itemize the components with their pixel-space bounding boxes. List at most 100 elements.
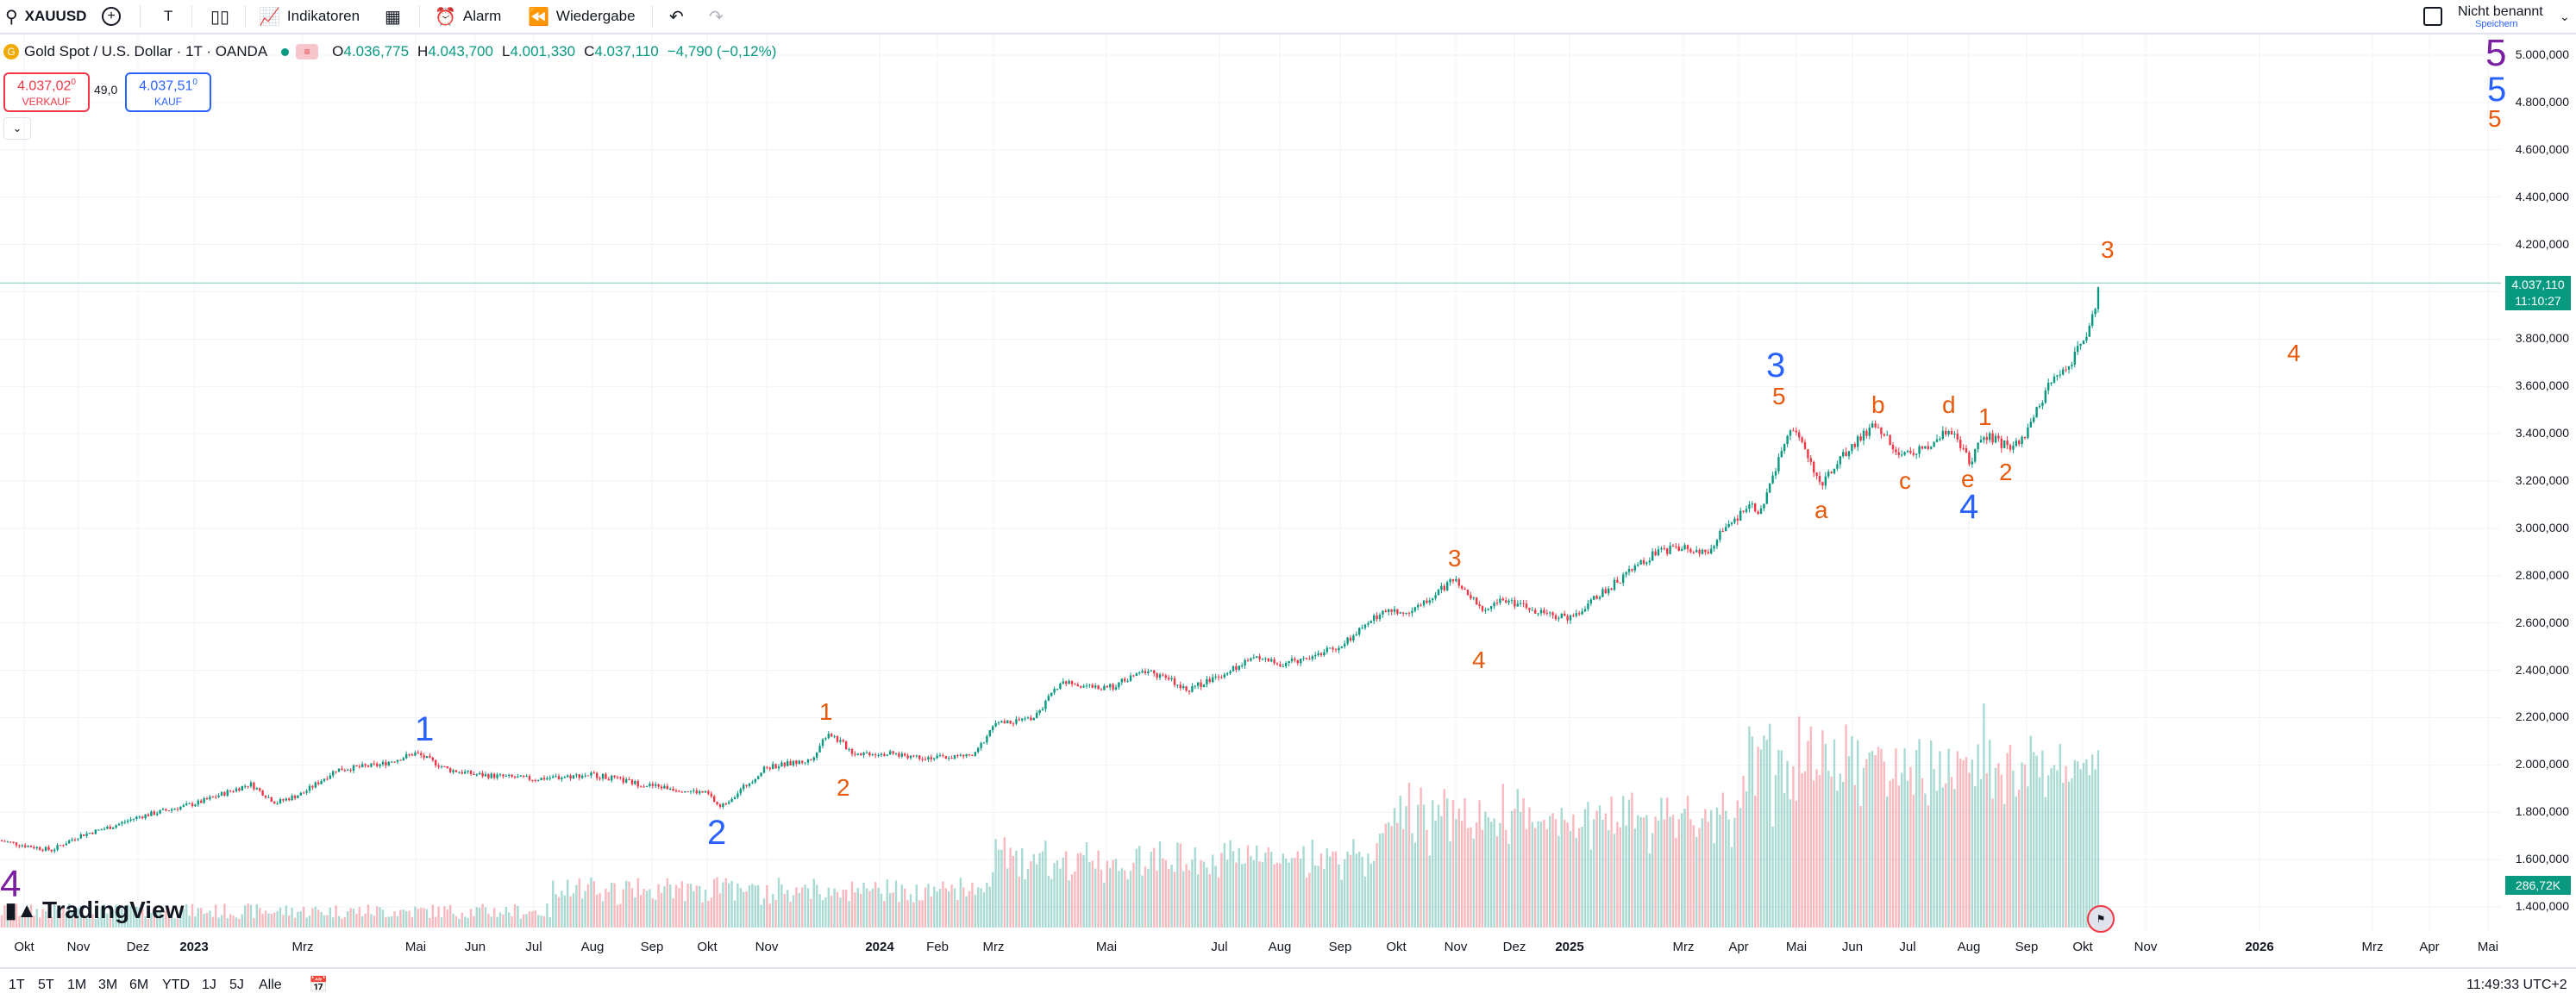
range-button-1m[interactable]: 1M (67, 978, 87, 992)
candle-body (636, 781, 639, 787)
wave-label-intermediate-4[interactable]: 4 (1959, 488, 1979, 526)
candle-body (751, 782, 754, 784)
wave-label-minor-d[interactable]: d (1942, 391, 1956, 418)
candle-body (1009, 720, 1012, 724)
buy-button[interactable]: 4.037,510 KAUF (125, 72, 211, 112)
range-button-1j[interactable]: 1J (202, 978, 216, 992)
save-label: Speichern (2475, 18, 2518, 29)
volume-bar (1883, 761, 1885, 928)
wave-label-minor-c[interactable]: c (1899, 467, 1911, 494)
range-button-3m[interactable]: 3M (98, 978, 118, 992)
chart-type-button[interactable]: ▯▯ (210, 0, 236, 33)
series-title[interactable]: Gold Spot / U.S. Dollar · 1T · OANDA (24, 43, 268, 59)
candle-body (1956, 434, 1959, 440)
candle-body (1818, 475, 1821, 483)
layout-menu-chevron[interactable]: ⌄ (2560, 0, 2570, 33)
candle-body (1112, 684, 1114, 690)
indicators-button[interactable]: 📈 Indikatoren (259, 0, 360, 33)
wave-label-minor-b[interactable]: b (1871, 391, 1885, 418)
volume-bar (754, 884, 756, 928)
wave-label-minor-4[interactable]: 4 (1472, 647, 1486, 673)
candle-body (167, 810, 170, 812)
range-button-alle[interactable]: Alle (259, 978, 282, 992)
wave-label-intermediate-1[interactable]: 1 (415, 710, 435, 748)
candle-body (1945, 430, 1947, 434)
change-value: −4,790 (−0,12%) (667, 43, 777, 59)
goto-date-button[interactable]: 📅 (309, 976, 328, 994)
volume-bar (1044, 840, 1047, 928)
candle-body (1437, 590, 1440, 596)
wave-label-primary-4[interactable]: 4 (0, 863, 22, 905)
wave-label-minor-2[interactable]: 2 (837, 774, 850, 801)
volume-bar (39, 917, 41, 928)
wave-label-intermediate-2[interactable]: 2 (707, 814, 727, 852)
wave-label-minor-5a[interactable]: 5 (1772, 383, 1786, 409)
wave-label-minor-3b[interactable]: 3 (2101, 236, 2115, 263)
range-button-5t[interactable]: 5T (38, 978, 54, 992)
volume-bar (1994, 767, 1997, 928)
legend-collapse-button[interactable]: ⌄ (3, 117, 31, 140)
flag-event-icon[interactable]: ⚑ (2087, 905, 2115, 933)
chart-flag-icon[interactable]: ≡ (296, 44, 319, 59)
wave-label-minor-4b[interactable]: 4 (2287, 340, 2301, 366)
redo-button[interactable]: ↷ (709, 0, 730, 33)
symbol-search[interactable]: ⚲ XAUUSD (5, 0, 86, 33)
volume-bar (1407, 783, 1411, 928)
compare-button[interactable]: + (102, 0, 128, 33)
undo-button[interactable]: ↶ (669, 0, 691, 33)
range-button-1t[interactable]: 1T (9, 978, 25, 992)
candle-body (534, 780, 536, 782)
sell-button[interactable]: 4.037,020 VERKAUF (3, 72, 90, 112)
time-axis[interactable]: Okt Nov Dez 2023 Mrz Mai Jun Jul Aug Sep Okt Nov 202… (0, 931, 2576, 965)
price-axis[interactable]: 5.000,000 4.800,000 4.600,000 4.400,000 4.20… (2505, 34, 2576, 931)
candle-body (1449, 578, 1451, 583)
volume-bar (1085, 842, 1088, 928)
candle-body (440, 765, 443, 767)
volume-bar (1748, 726, 1751, 928)
candle-body (542, 778, 546, 780)
wave-label-minor-1[interactable]: 1 (819, 698, 833, 725)
candle-body (1891, 445, 1895, 450)
volume-bar (1798, 716, 1801, 928)
candle-body (27, 846, 29, 847)
wave-label-minor-5[interactable]: 5 (2488, 105, 2502, 132)
wave-label-minor-3[interactable]: 3 (1448, 545, 1462, 572)
range-button-6m[interactable]: 6M (129, 978, 149, 992)
layout-name-button[interactable]: Nicht benannt Speichern (2458, 0, 2543, 33)
wave-label-intermediate-5[interactable]: 5 (2487, 71, 2507, 109)
candle-body (1539, 609, 1543, 614)
candle-body (88, 833, 91, 834)
range-button-ytd[interactable]: YTD (162, 978, 190, 992)
wave-label-primary-5[interactable]: 5 (2485, 32, 2507, 74)
volume-bar (927, 884, 930, 928)
range-button-5j[interactable]: 5J (229, 978, 244, 992)
volume-bar (636, 878, 639, 928)
layouts-button[interactable]: ▦ (385, 0, 408, 33)
price-chart[interactable] (0, 34, 2501, 931)
candle-body (640, 786, 642, 788)
candle-body (728, 802, 730, 804)
clock-display[interactable]: 11:49:33 UTC+2 (2466, 978, 2567, 992)
volume-bar (1388, 822, 1390, 928)
layout-checkbox[interactable] (2423, 0, 2442, 33)
wave-label-minor-1b[interactable]: 1 (1978, 403, 1992, 430)
volume-bar (56, 909, 59, 928)
candle-body (762, 766, 766, 773)
wave-label-minor-2b[interactable]: 2 (1999, 459, 2013, 485)
volume-bar (2073, 759, 2076, 928)
wave-label-minor-a[interactable]: a (1814, 497, 1828, 523)
candle-body (217, 795, 220, 797)
volume-bar (1191, 859, 1194, 928)
candle-body (1947, 431, 1950, 434)
interval-button[interactable]: T (164, 0, 172, 33)
wave-label-minor-e[interactable]: e (1961, 466, 1975, 492)
wave-label-intermediate-3[interactable]: 3 (1766, 347, 1786, 384)
replay-button[interactable]: ⏪ Wiedergabe (528, 0, 636, 33)
volume-bar (988, 886, 991, 928)
volume-bar (1217, 877, 1220, 928)
volume-bar (171, 917, 173, 928)
volume-bar (792, 895, 795, 928)
candle-body (1909, 451, 1912, 453)
alarm-button[interactable]: ⏰ Alarm (435, 0, 501, 33)
candle-body (65, 843, 67, 846)
